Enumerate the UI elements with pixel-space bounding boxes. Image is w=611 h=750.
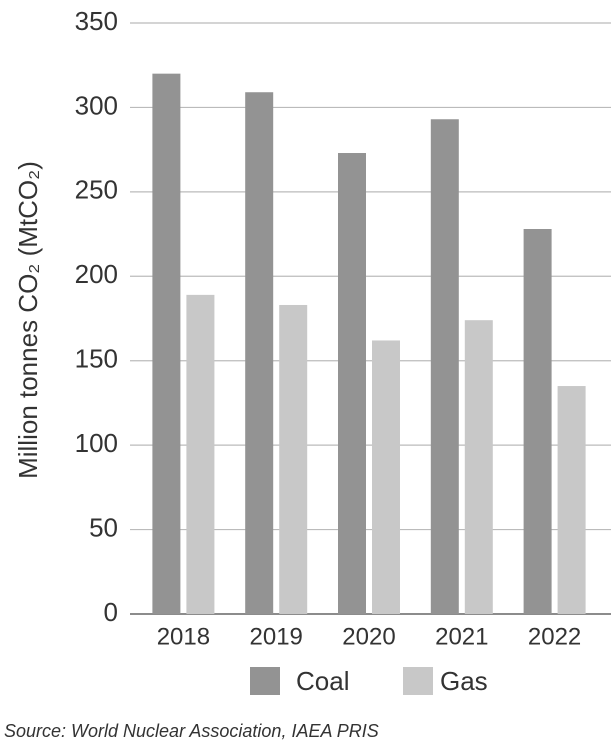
bar [186, 294, 215, 614]
y-tick-label: 150 [75, 344, 118, 374]
y-tick-label: 100 [75, 428, 118, 458]
x-tick-label: 2018 [157, 623, 210, 650]
y-tick-label: 50 [89, 512, 118, 542]
bar [338, 153, 366, 614]
x-tick-label: 2022 [528, 623, 581, 650]
y-tick-label: 200 [75, 259, 118, 289]
bar [152, 73, 181, 614]
legend-label: Coal [296, 666, 349, 696]
bar [557, 386, 586, 614]
bar [523, 229, 552, 614]
legend-swatch [250, 667, 280, 695]
legend-label: Gas [440, 666, 488, 696]
legend-swatch [403, 667, 433, 695]
bar [245, 92, 274, 614]
source-note: Source: World Nuclear Association, IAEA … [4, 721, 379, 741]
y-tick-label: 350 [75, 6, 118, 36]
x-tick-label: 2020 [342, 623, 395, 650]
x-tick-label: 2021 [435, 623, 488, 650]
y-axis-label: Million tonnes CO₂ (MtCO₂) [13, 161, 43, 479]
y-tick-label: 0 [104, 597, 118, 627]
bar [372, 340, 400, 614]
bar [464, 320, 493, 614]
x-tick-label: 2019 [250, 623, 303, 650]
bar [430, 119, 459, 615]
bar [279, 304, 308, 614]
y-tick-label: 300 [75, 90, 118, 120]
y-tick-label: 250 [75, 175, 118, 205]
